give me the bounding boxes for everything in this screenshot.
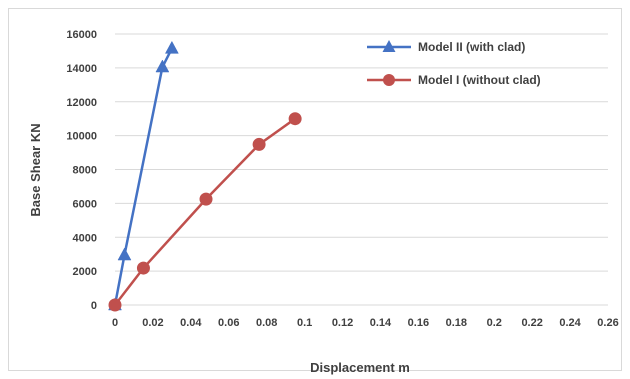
x-axis-title: Displacement m <box>310 360 410 375</box>
x-tick-label: 0.26 <box>597 317 618 329</box>
y-tick-label: 2000 <box>73 266 97 278</box>
x-tick-label: 0.04 <box>180 317 202 329</box>
series-line <box>113 47 173 306</box>
x-tick-label: 0.16 <box>408 317 429 329</box>
x-tick-label: 0.24 <box>559 317 581 329</box>
y-tick-label: 6000 <box>73 198 97 210</box>
x-tick-label: 0 <box>112 317 118 329</box>
x-tick-label: 0.22 <box>521 317 542 329</box>
y-tick-label: 10000 <box>66 131 97 143</box>
y-axis-title: Base Shear KN <box>28 123 43 216</box>
data-point <box>252 137 266 151</box>
y-tick-label: 12000 <box>66 97 97 109</box>
y-tick-label: 0 <box>91 300 97 312</box>
y-tick-label: 16000 <box>66 29 97 41</box>
x-tick-label: 0.14 <box>370 317 392 329</box>
x-tick-label: 0.12 <box>332 317 353 329</box>
legend: Model II (with clad) Model I (without cla… <box>367 40 541 87</box>
data-point <box>136 261 150 275</box>
series-2 <box>108 112 302 312</box>
grid-layer <box>115 33 608 272</box>
x-tick-label: 0.1 <box>297 317 312 329</box>
y-tick-label: 8000 <box>73 165 97 177</box>
axes-layer: 0 2000 4000 6000 8000 10000 12000 14000 16000 0 0.… <box>66 29 618 329</box>
legend-label: Model II (with clad) <box>418 40 525 54</box>
legend-marker <box>383 74 395 86</box>
y-tick-label: 4000 <box>73 232 97 244</box>
data-point <box>155 59 170 73</box>
data-point <box>164 40 179 54</box>
data-point <box>108 298 122 312</box>
x-tick-label: 0.02 <box>142 317 163 329</box>
data-point <box>199 192 213 206</box>
series-line <box>114 117 296 306</box>
legend-marker <box>382 40 396 52</box>
x-tick-label: 0.2 <box>487 317 502 329</box>
legend-label: Model I (without clad) <box>418 73 541 87</box>
x-tick-label: 0.18 <box>446 317 467 329</box>
series-layer <box>108 40 302 312</box>
data-point <box>288 112 302 126</box>
x-tick-label: 0.08 <box>256 317 277 329</box>
legend-item: Model I (without clad) <box>367 73 541 87</box>
x-tick-label: 0.06 <box>218 317 239 329</box>
y-tick-label: 14000 <box>66 63 97 75</box>
legend-item: Model II (with clad) <box>367 40 525 54</box>
data-point <box>117 247 132 261</box>
chart-frame <box>8 8 622 371</box>
